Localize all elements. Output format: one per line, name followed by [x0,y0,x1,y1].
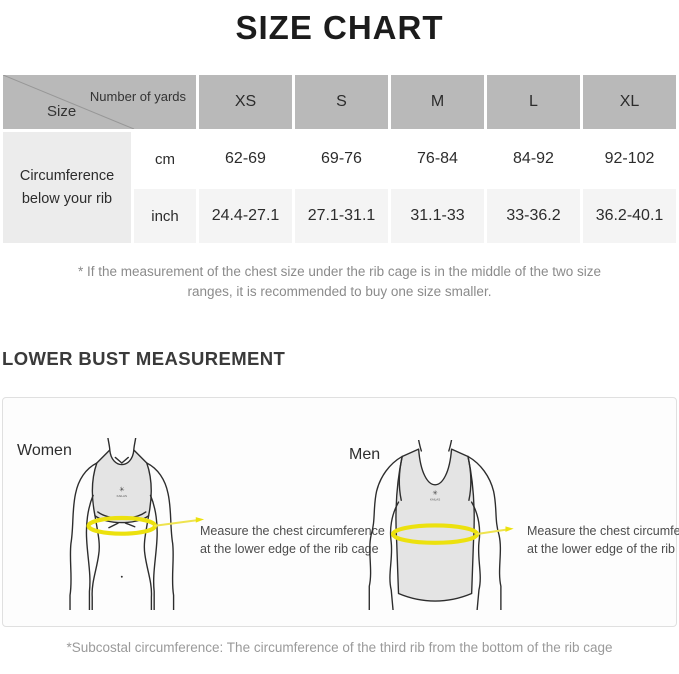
unit-cell-inch: inch [134,189,196,243]
value-cell: 33-36.2 [487,189,580,243]
size-header-s: S [295,75,388,129]
value-cell: 62-69 [199,132,292,186]
section-heading: LOWER BUST MEASUREMENT [2,347,286,369]
size-table: Number of yards Size XS S M L XL Circumf… [3,75,676,243]
value-cell: 84-92 [487,132,580,186]
measurement-diagram-box: Women ✳ KAILAS [2,396,679,627]
corner-label-bottom: Size [47,103,77,120]
size-header-l: L [487,75,580,129]
women-figure-icon: ✳ KAILAS [69,437,205,610]
corner-label-top: Number of yards [89,89,186,104]
measure-arrow-line [154,518,197,527]
value-cell: 92-102 [583,132,676,186]
measure-arrow-head [505,525,514,532]
men-label: Men [349,445,381,463]
brand-logo-text: KAILAS [430,497,440,501]
rib-tick [124,521,136,527]
value-cell: 31.1-33 [391,189,484,243]
rib-tick [108,521,119,528]
measure-arrow-head [195,516,205,523]
value-cell: 69-76 [295,132,388,186]
brand-logo-text: KAILAS [117,494,127,498]
men-annotation: Measure the chest circumference at the l… [527,524,679,557]
size-header-xl: XL [583,75,676,129]
women-label: Women [17,441,72,459]
navel-dot [120,575,123,578]
table-corner-cell: Number of yards Size [3,75,196,129]
value-cell: 36.2-40.1 [583,189,676,243]
size-header-m: M [391,75,484,129]
diagonal-divider [3,75,135,129]
subcostal-footnote: *Subcostal circumference: The circumfere… [66,639,613,655]
men-figure-icon: ✳ KAILAS [368,439,514,610]
value-cell: 27.1-31.1 [295,189,388,243]
unit-cell-cm: cm [134,132,196,186]
brand-logo-icon: ✳ [119,486,124,493]
women-annotation: Measure the chest circumference at the l… [200,524,385,557]
row-label-cell: Circumference below your rib [3,132,131,243]
value-cell: 24.4-27.1 [199,189,292,243]
value-cell: 76-84 [391,132,484,186]
measure-arrow-line [476,528,507,535]
brand-logo-icon: ✳ [432,489,437,496]
size-header-xs: XS [199,75,292,129]
table-note: * If the measurement of the chest size u… [77,264,602,300]
page-title: SIZE CHART [235,9,444,46]
